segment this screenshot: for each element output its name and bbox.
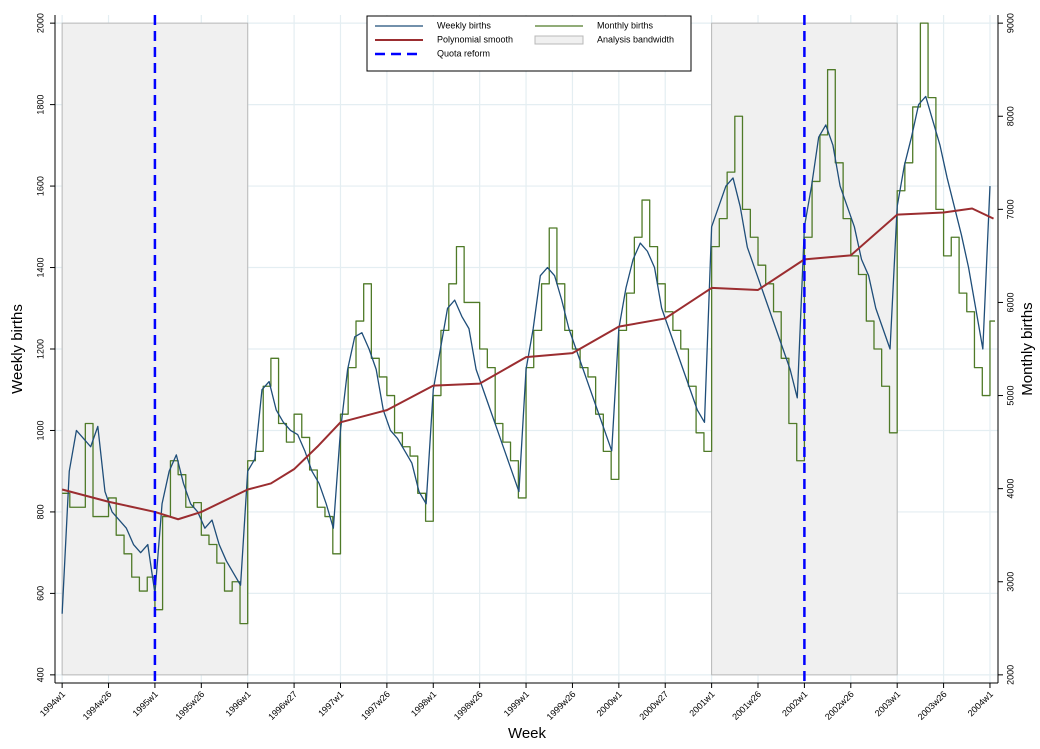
legend-label: Quota reform: [437, 48, 490, 58]
series-line: [61, 95, 991, 614]
y-tick-label: 800: [35, 504, 45, 519]
y-tick-label: 1800: [35, 95, 45, 115]
legend-label: Weekly births: [437, 20, 491, 30]
y2-tick-label: 7000: [1005, 199, 1015, 219]
y-tick-label: 400: [35, 667, 45, 682]
y-tick-label: 1200: [35, 339, 45, 359]
y-tick-label: 1000: [35, 420, 45, 440]
series-line: [62, 22, 995, 625]
y2-tick-label: 5000: [1005, 386, 1015, 406]
legend: Weekly births Monthly births Polynomial sm…: [366, 15, 692, 72]
y2-axis-label: Monthly births: [1019, 302, 1036, 395]
x-axis-label: Week: [508, 725, 547, 742]
legend-box: [366, 15, 692, 72]
legend-label: Polynomial smooth: [437, 34, 513, 44]
legend-swatch: [534, 35, 584, 45]
y-tick-label: 1400: [35, 258, 45, 278]
y-axis-label: Weekly births: [9, 304, 26, 394]
y-tick-label: 2000: [35, 13, 45, 33]
legend-label: Analysis bandwidth: [597, 34, 674, 44]
series-layer: [61, 15, 995, 683]
y2-tick-label: 6000: [1005, 292, 1015, 312]
y2-tick-label: 3000: [1005, 572, 1015, 592]
y2-tick-label: 4000: [1005, 479, 1015, 499]
y2-tick-label: 9000: [1005, 13, 1015, 33]
series-line: [61, 207, 994, 521]
y2-tick-label: 8000: [1005, 106, 1015, 126]
y-tick-label: 1600: [35, 176, 45, 196]
legend-label: Monthly births: [597, 20, 654, 30]
y-tick-label: 600: [35, 586, 45, 601]
y2-tick-label: 2000: [1005, 665, 1015, 685]
